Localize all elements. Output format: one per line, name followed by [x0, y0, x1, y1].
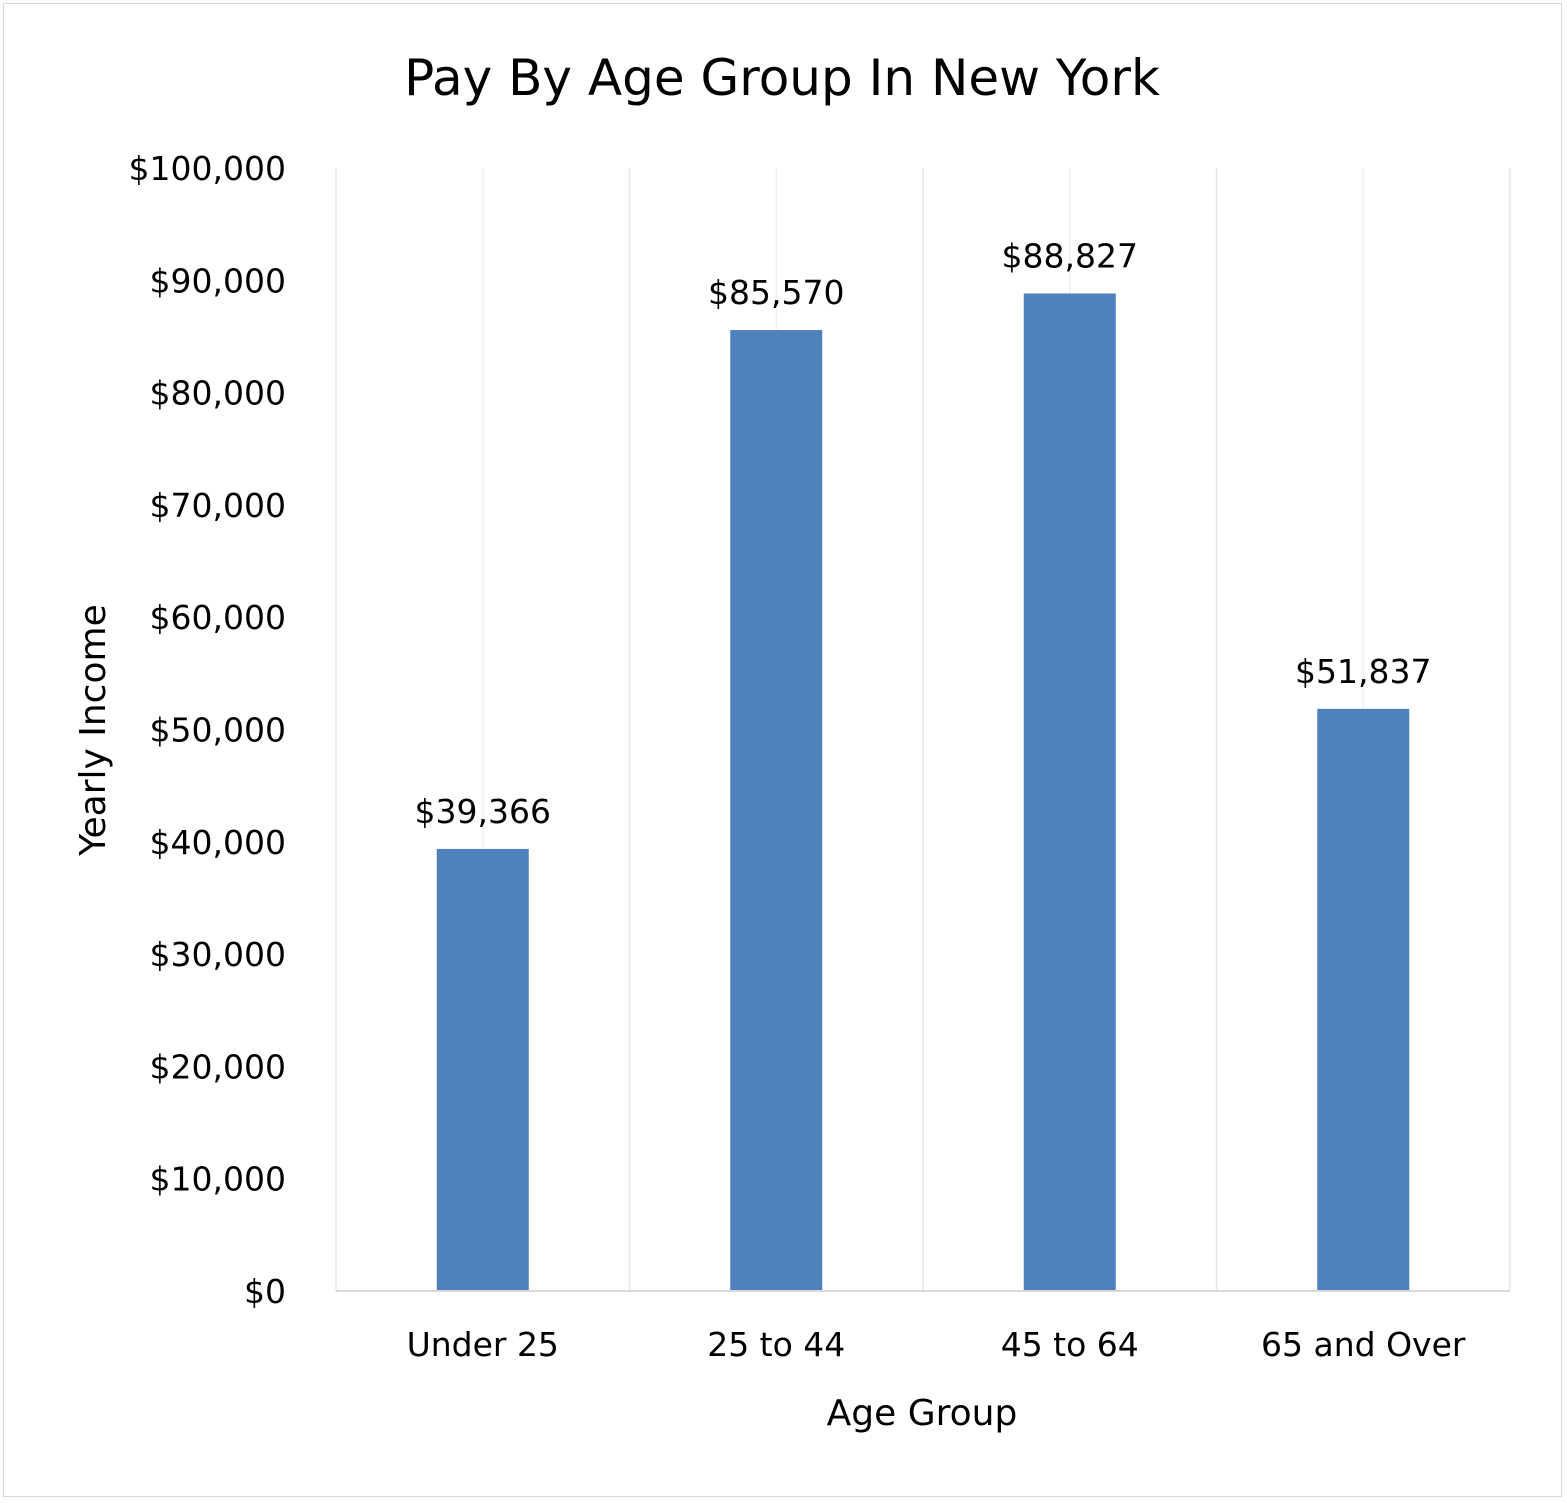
data-label: $85,570: [708, 273, 844, 312]
y-tick-label: $70,000: [150, 486, 286, 525]
x-tick-label: 45 to 64: [1001, 1325, 1139, 1364]
y-axis-title: Yearly Income: [73, 604, 114, 856]
y-tick-label: $30,000: [150, 935, 286, 974]
y-tick-label: $50,000: [150, 711, 286, 750]
y-tick-label: $40,000: [150, 823, 286, 862]
x-tick-label: 65 and Over: [1261, 1325, 1466, 1364]
y-tick-label: $0: [244, 1272, 286, 1311]
bar[interactable]: [436, 848, 529, 1291]
y-tick-label: $20,000: [150, 1047, 286, 1086]
data-label: $39,366: [415, 792, 551, 831]
bar[interactable]: [1317, 708, 1410, 1291]
x-tick-label: 25 to 44: [707, 1325, 845, 1364]
x-tick-label: Under 25: [407, 1325, 559, 1364]
y-tick-labels: $0 $10,000 $20,000 $30,000 $40,000 $50,000 $60…: [129, 149, 286, 1311]
y-tick-label: $80,000: [150, 374, 286, 413]
x-tick-labels: Under 25 25 to 44 45 to 64 65 and Over: [407, 1325, 1466, 1364]
y-tick-label: $60,000: [150, 598, 286, 637]
y-tick-label: $10,000: [150, 1160, 286, 1199]
x-axis-title: Age Group: [827, 1393, 1018, 1434]
bar[interactable]: [730, 330, 823, 1291]
y-tick-label: $90,000: [150, 261, 286, 300]
data-label: $88,827: [1002, 236, 1138, 275]
bar[interactable]: [1023, 293, 1116, 1291]
bars: [436, 293, 1410, 1291]
y-tick-label: $100,000: [129, 149, 286, 188]
chart-title: Pay By Age Group In New York: [404, 49, 1160, 107]
data-labels: $39,366 $85,570 $88,827 $51,837: [415, 236, 1432, 830]
data-label: $51,837: [1295, 652, 1431, 691]
